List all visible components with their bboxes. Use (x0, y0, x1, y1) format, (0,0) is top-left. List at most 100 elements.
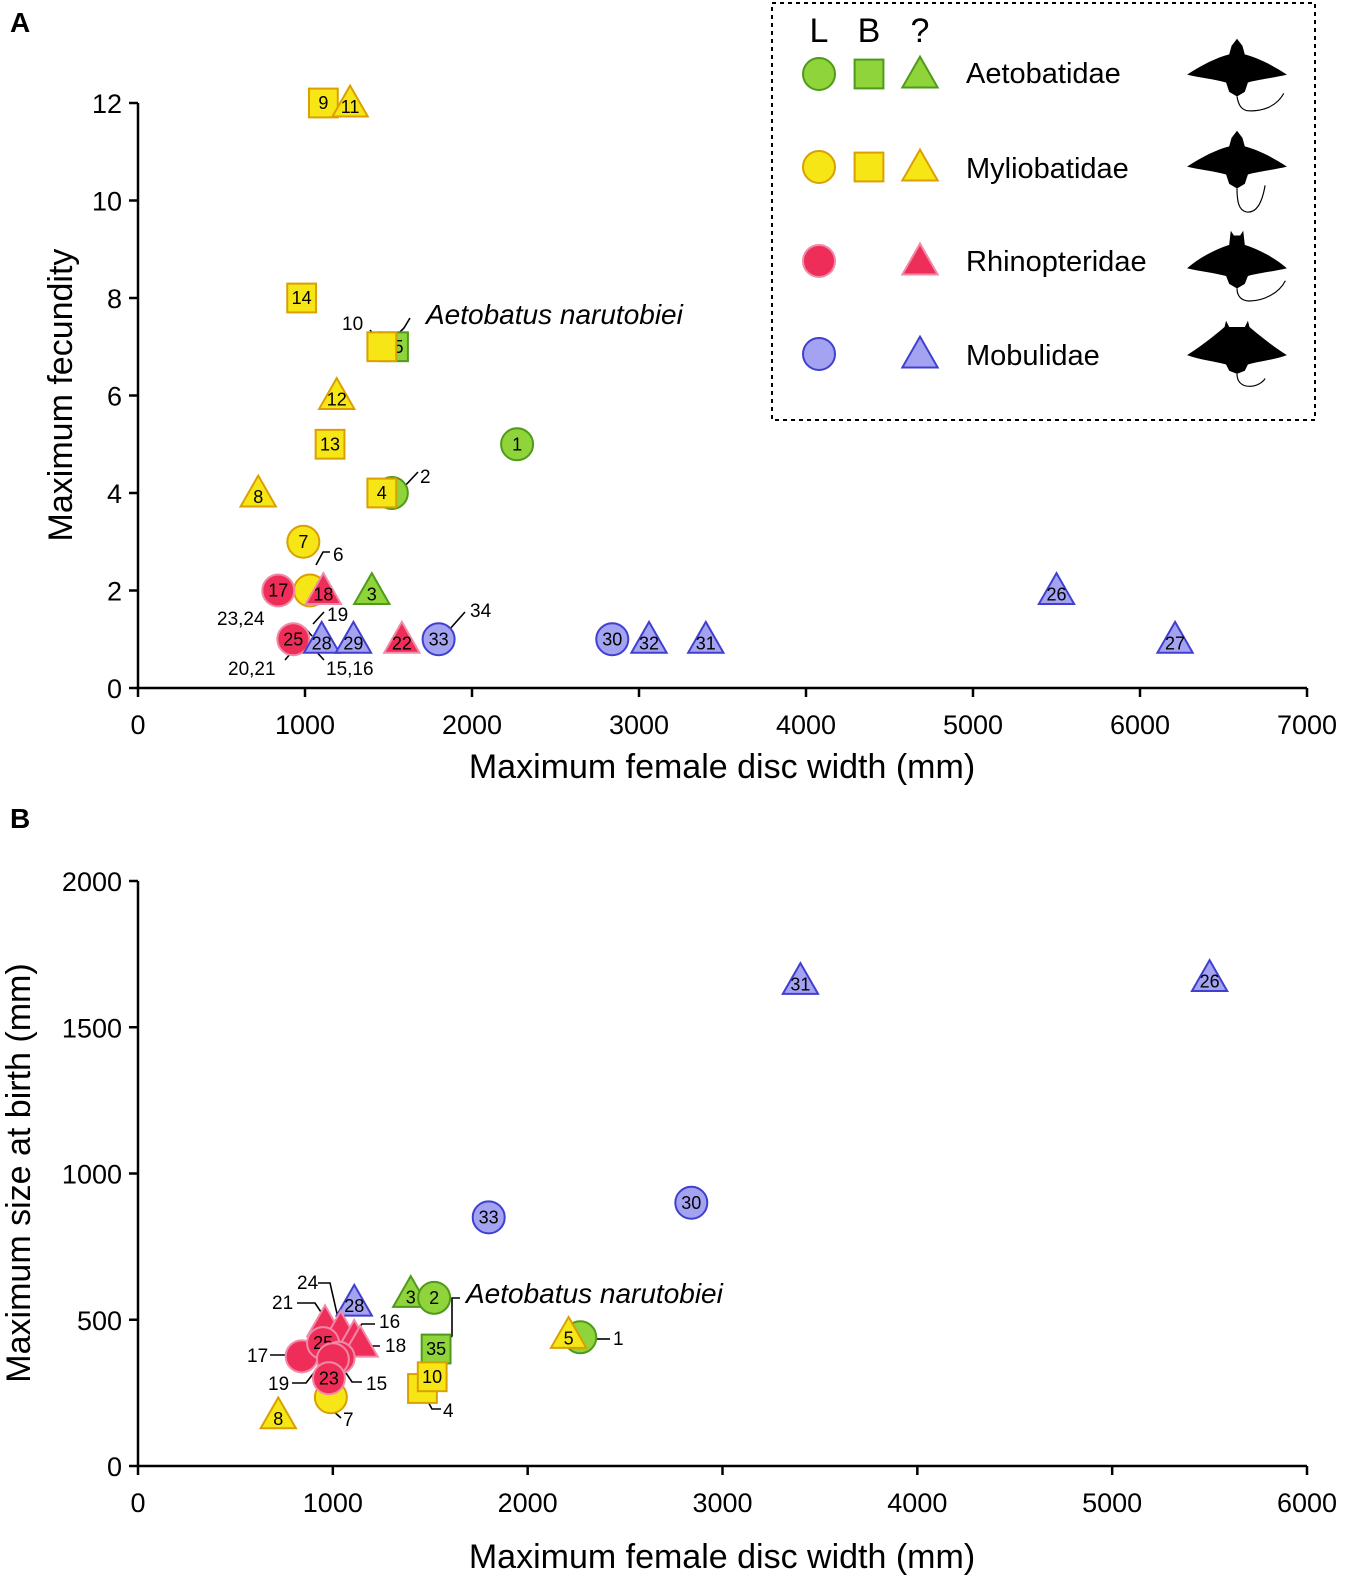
callout-label: 1 (613, 1329, 624, 1350)
data-point-4: 4 (366, 477, 398, 509)
marker-square (314, 428, 346, 460)
legend-circle-icon (802, 244, 836, 278)
y-tick-label: 0 (107, 1452, 122, 1482)
legend-triangle-icon (900, 241, 940, 276)
marker-triangle (1190, 958, 1229, 992)
point-label: 22 (392, 633, 412, 653)
x-tick-label: 5000 (943, 710, 1003, 740)
marker-triangle (302, 619, 342, 654)
data-point-29: 29 (334, 619, 373, 654)
data-point-8: 8 (238, 473, 278, 508)
point-label: 1 (512, 434, 522, 454)
marker-triangle (304, 571, 343, 605)
callout-label: 4 (443, 1401, 454, 1422)
callout-label: 16 (379, 1312, 400, 1333)
y-tick-label: 12 (92, 89, 122, 119)
ray-silhouette-icon (1187, 320, 1287, 387)
point-label: 10 (422, 1367, 442, 1387)
data-point-11: 11 (330, 83, 370, 118)
point-label: 26 (1200, 972, 1220, 992)
point-label: 3 (367, 585, 377, 605)
point-label: 4 (377, 483, 387, 503)
data-point-26: 26 (1037, 571, 1076, 605)
legend-family-label: Aetobatidae (966, 58, 1121, 90)
data-point-14: 14 (286, 282, 318, 314)
x-tick-label: 4000 (887, 1488, 947, 1518)
callout-label: 18 (385, 1336, 406, 1357)
ray-silhouette-icon (1187, 230, 1287, 302)
data-point-28: 28 (334, 1282, 374, 1317)
data-point-12: 12 (317, 376, 357, 410)
x-tick-label: 2000 (442, 710, 502, 740)
panel-b-chart: 0 1000 2000 3000 4000 5000 6000 0 500 1000 1500 200… (0, 867, 1337, 1576)
callout-label: 20,21 (228, 659, 276, 680)
data-point-2: 2 (417, 1280, 452, 1315)
panel-b-species-annotation: Aetobatus narutobiei (464, 1278, 724, 1309)
y-tick-label: 6 (107, 382, 122, 412)
point-label: 28 (344, 1296, 364, 1316)
point-label: 7 (298, 532, 308, 552)
marker-triangle (317, 376, 357, 410)
point-label: 31 (696, 633, 716, 653)
data-point-5: 5 (549, 1315, 588, 1349)
y-tick-label: 500 (77, 1306, 122, 1336)
marker-circle (421, 622, 456, 657)
point-label: 11 (341, 97, 360, 117)
marker-circle (286, 524, 321, 559)
marker-circle (276, 622, 311, 657)
data-point-32: 32 (629, 619, 669, 654)
panel-a-species-annotation: Aetobatus narutobiei (424, 299, 684, 330)
y-tick-label: 1000 (62, 1160, 122, 1190)
x-tick-label: 0 (130, 1488, 145, 1518)
data-point-23: 23 (311, 1361, 346, 1396)
callout-label: 19 (268, 1374, 289, 1395)
data-point-31: 31 (686, 619, 726, 654)
y-tick-label: 4 (107, 479, 122, 509)
point-label: 28 (312, 633, 332, 653)
y-tick-label: 8 (107, 284, 122, 314)
point-label: 3 (406, 1287, 416, 1307)
point-label: 32 (639, 633, 659, 653)
point-label: 12 (327, 390, 347, 410)
marker-triangle (781, 961, 820, 995)
marker-triangle (238, 473, 278, 508)
x-tick-label: 5000 (1082, 1488, 1142, 1518)
callout-label: 17 (247, 1346, 268, 1367)
legend-header-unknown: ? (911, 12, 930, 50)
data-point-1: 1 (500, 427, 535, 462)
marker-triangle (1155, 619, 1195, 654)
ray-silhouette-icon (1187, 130, 1287, 213)
marker-triangle (629, 619, 669, 654)
legend-circle-icon (802, 337, 836, 371)
panel-b-x-axis-title: Maximum female disc width (mm) (469, 1538, 975, 1576)
data-point-7: 7 (286, 524, 321, 559)
marker-circle (311, 1361, 346, 1396)
data-point-8: 8 (258, 1395, 298, 1430)
legend-square-icon (853, 58, 885, 90)
callout-label: 21 (272, 1293, 293, 1314)
legend-family-label: Mobulidae (966, 340, 1100, 372)
legend-header-born: B (858, 12, 881, 50)
legend-circle-icon (802, 150, 836, 184)
x-tick-label: 1000 (303, 1488, 363, 1518)
point-label: 5 (564, 1328, 574, 1348)
callout-label: 15,16 (326, 659, 374, 680)
legend-header-live: L (810, 12, 829, 50)
legend-family-label: Myliobatidae (966, 153, 1129, 185)
data-point-10: 10 (416, 1361, 448, 1393)
callout-label: 7 (343, 1410, 354, 1431)
marker-square (286, 282, 318, 314)
y-tick-label: 1500 (62, 1013, 122, 1043)
data-point-30: 30 (595, 622, 630, 657)
x-tick-label: 0 (130, 710, 145, 740)
panel-a-letter: A (10, 7, 30, 38)
marker-triangle (549, 1315, 588, 1349)
panel-a-points: 1335478911121314171822252627282930313233 (238, 83, 1195, 657)
y-tick-label: 2000 (62, 867, 122, 897)
marker-triangle (334, 619, 373, 654)
data-point-30: 30 (674, 1185, 709, 1220)
x-tick-label: 1000 (275, 710, 335, 740)
panel-a-y-axis-title: Maximum fecundity (42, 249, 80, 542)
